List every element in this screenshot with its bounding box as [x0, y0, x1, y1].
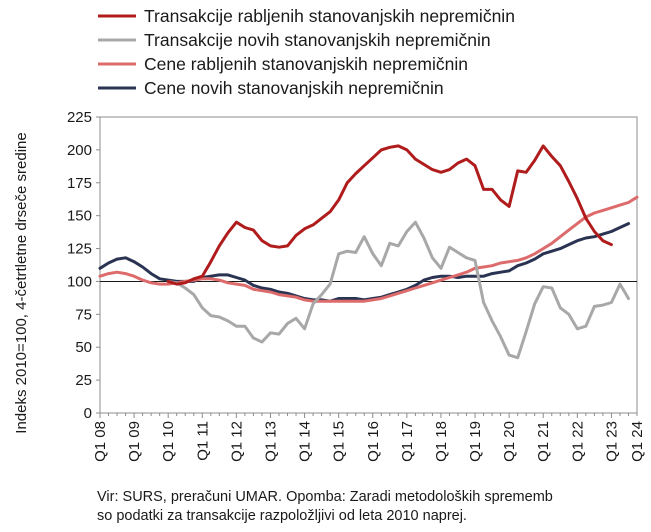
x-tick-label: Q1 08 — [92, 421, 109, 462]
x-tick-label: Q1 14 — [297, 421, 314, 462]
y-axis-title: Indeks 2010=100, 4-četrtletne drseče sre… — [13, 132, 30, 433]
source-note-line-2: so podatki za transakcije razpoložljivi … — [97, 508, 467, 524]
x-tick-label: Q1 21 — [535, 421, 552, 462]
y-tick-label: 75 — [75, 306, 92, 323]
source-note: Vir: SURS, preračuni UMAR. Opomba: Zarad… — [97, 488, 647, 526]
x-tick-label: Q1 17 — [399, 421, 416, 462]
source-note-line-1: Vir: SURS, preračuni UMAR. Opomba: Zarad… — [97, 489, 553, 505]
y-tick-label: 100 — [67, 273, 92, 290]
x-tick-label: Q1 24 — [629, 421, 646, 462]
y-tick-label: 50 — [75, 339, 92, 356]
y-tick-label: 225 — [67, 109, 92, 126]
plot-frame — [99, 116, 638, 414]
legend-label: Transakcije rabljenih stanovanjskih nepr… — [144, 6, 515, 26]
legend-entry: Cene rabljenih stanovanjskih nepremičnin — [98, 54, 468, 74]
x-tick-label: Q1 23 — [603, 421, 620, 462]
x-tick-label: Q1 20 — [501, 421, 518, 462]
y-tick-label: 150 — [67, 208, 92, 225]
chart-axes: 0 25 50 75 100 125 150 175 200 225 Q1 08 Q1 09 Q1 10… — [67, 109, 646, 462]
x-tick-label: Q1 12 — [228, 421, 245, 462]
y-tick-label: 125 — [67, 241, 92, 258]
x-tick-label: Q1 18 — [433, 421, 450, 462]
x-tick-label: Q1 11 — [194, 421, 211, 461]
legend-entry: Transakcije novih stanovanjskih nepremič… — [98, 30, 491, 50]
legend-label: Cene novih stanovanjskih nepremičnin — [144, 78, 444, 98]
legend-label: Cene rabljenih stanovanjskih nepremičnin — [144, 54, 468, 74]
y-tick-label: 175 — [67, 175, 92, 192]
chart-legend: Transakcije rabljenih stanovanjskih nepr… — [98, 6, 515, 98]
x-tick-label: Q1 10 — [160, 421, 177, 462]
series-line-transakcije-novih-stanovanjskih-nepremicnin — [166, 220, 630, 360]
plot-area — [98, 144, 639, 360]
legend-label: Transakcije novih stanovanjskih nepremič… — [144, 30, 491, 50]
y-tick-label: 200 — [67, 142, 92, 159]
x-tick-label: Q1 15 — [331, 421, 348, 462]
y-tick-label: 25 — [75, 372, 92, 389]
x-tick-label: Q1 13 — [262, 421, 279, 462]
legend-entry: Cene novih stanovanjskih nepremičnin — [98, 78, 444, 98]
x-tick-label: Q1 22 — [569, 421, 586, 462]
x-tick-label: Q1 09 — [126, 421, 143, 462]
series-line-transakcije-rabljenih-stanovanjskih-nepremicnin — [166, 144, 613, 286]
x-tick-label: Q1 19 — [467, 421, 484, 462]
x-tick-label: Q1 16 — [365, 421, 382, 462]
y-tick-label: 0 — [84, 405, 92, 422]
legend-entry: Transakcije rabljenih stanovanjskih nepr… — [98, 6, 515, 26]
